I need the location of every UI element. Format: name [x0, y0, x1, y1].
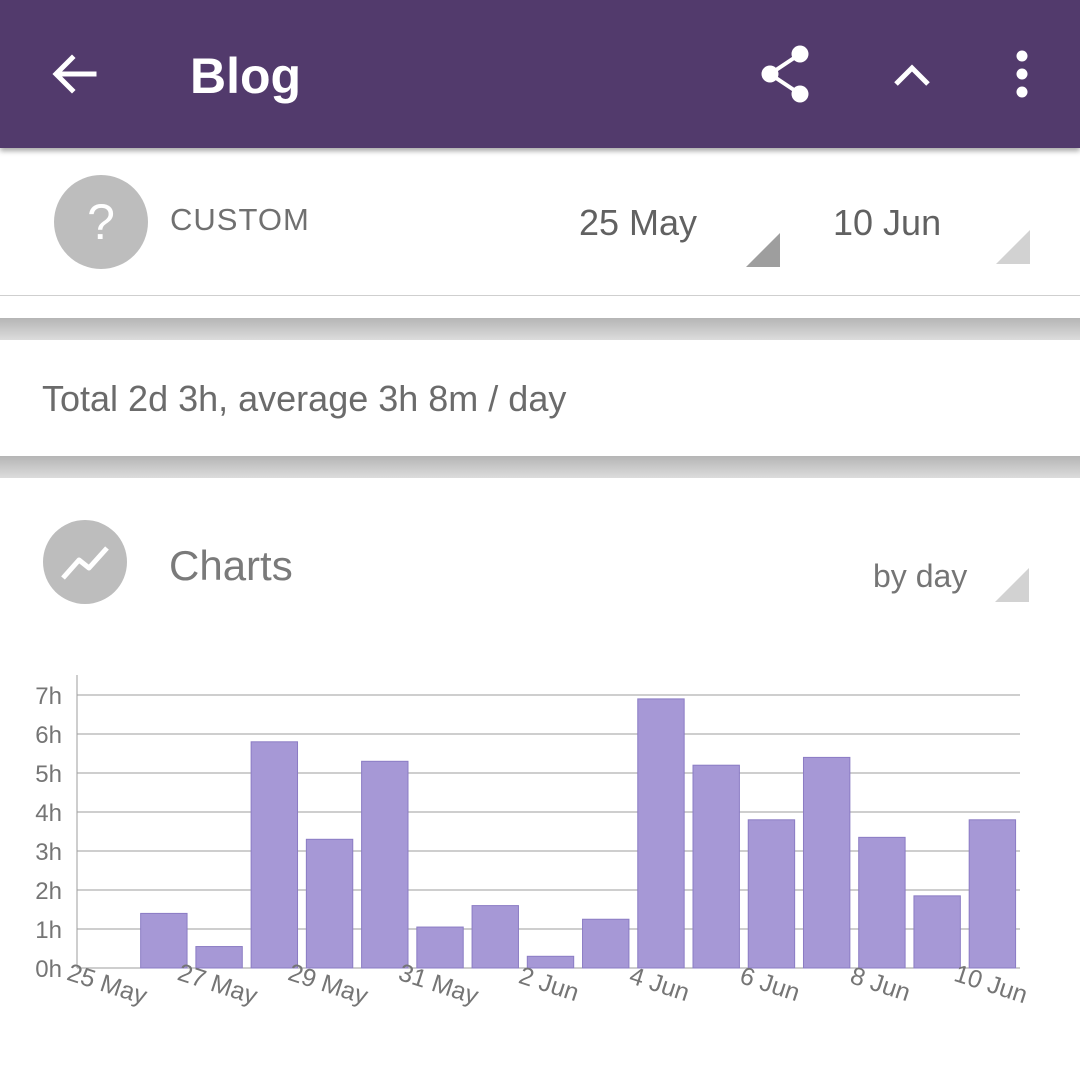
y-tick-label: 6h [35, 722, 62, 749]
to-date-spinner[interactable]: 10 Jun [833, 202, 942, 243]
date-range-row: ? CUSTOM 25 May 10 Jun [0, 148, 1080, 296]
back-arrow-icon[interactable] [48, 48, 100, 100]
chart-bar [195, 946, 243, 969]
chart-bar [526, 955, 575, 969]
from-date-dropdown-indicator[interactable] [746, 233, 780, 267]
range-mode-label[interactable]: CUSTOM [170, 202, 310, 237]
y-tick-label: 2h [35, 878, 62, 905]
group-by-dropdown-indicator[interactable] [995, 568, 1029, 602]
chart-bar [416, 926, 464, 969]
chart-bar [361, 760, 409, 969]
trend-line-icon [43, 520, 127, 604]
to-date-dropdown-indicator[interactable] [996, 230, 1030, 264]
chart-bar [913, 895, 961, 969]
chart-bar [637, 698, 685, 969]
app-bar: Blog [0, 0, 1080, 148]
chart-bar [250, 741, 299, 969]
help-icon[interactable]: ? [54, 175, 148, 269]
chart-bar [968, 819, 1017, 969]
x-tick-label: 25 May [64, 958, 151, 1010]
y-tick-label: 5h [35, 761, 62, 788]
y-tick-label: 4h [35, 800, 62, 827]
chart-bar [802, 756, 851, 969]
section-divider [0, 456, 1080, 478]
y-tick-label: 3h [35, 839, 62, 866]
chart-bar [692, 764, 740, 969]
chart-bar [858, 836, 906, 969]
chart-bar [140, 912, 188, 969]
chart-bar [747, 819, 796, 969]
help-question-mark: ? [87, 194, 115, 250]
total-summary-text: Total 2d 3h, average 3h 8m / day [42, 378, 567, 419]
y-tick-label: 7h [35, 683, 62, 710]
group-by-spinner[interactable]: by day [873, 558, 968, 594]
from-date-spinner[interactable]: 25 May [579, 202, 698, 243]
y-tick-label: 1h [35, 917, 62, 944]
charts-label: Charts [169, 542, 293, 589]
page-title: Blog [190, 48, 302, 104]
charts-header: Charts by day [0, 478, 1080, 628]
chart-bar [582, 918, 630, 969]
chart-bar [471, 905, 519, 969]
chevron-up-icon[interactable] [890, 56, 934, 92]
chart-bar [305, 838, 354, 969]
summary-row: Total 2d 3h, average 3h 8m / day [0, 340, 1080, 456]
share-icon[interactable] [758, 44, 814, 104]
more-vert-icon[interactable] [1004, 48, 1040, 100]
y-tick-label: 0h [35, 956, 62, 983]
section-divider [0, 318, 1080, 340]
